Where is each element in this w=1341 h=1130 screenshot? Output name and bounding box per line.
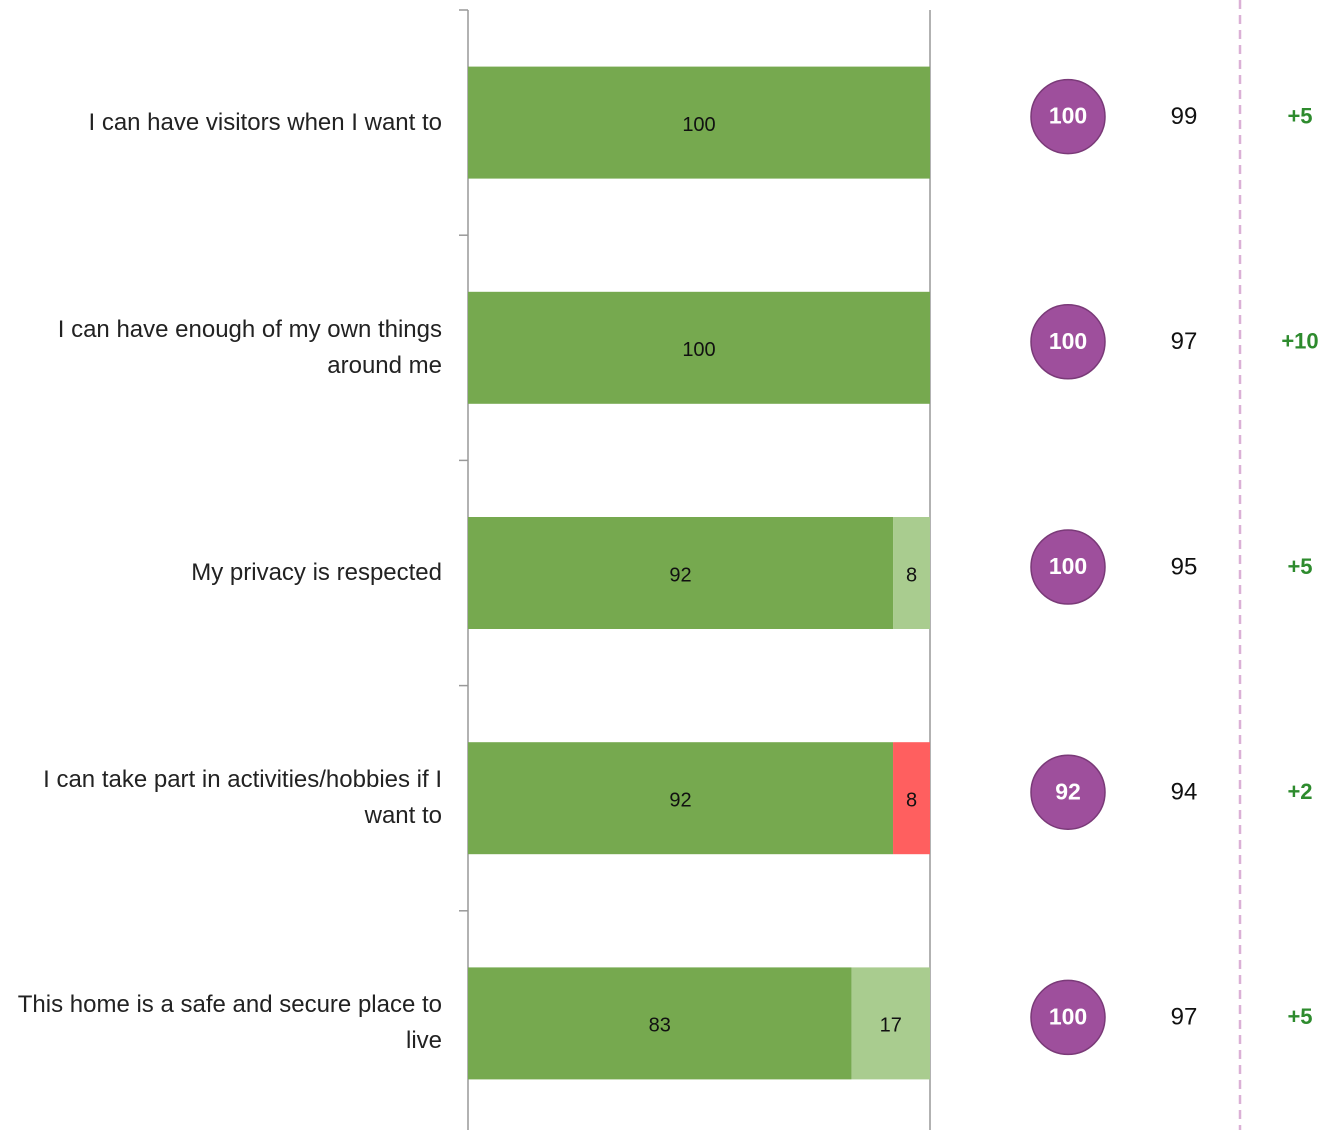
- score-circle: [1030, 78, 1106, 155]
- change-value: +5: [1287, 1004, 1312, 1029]
- bar-segment: [893, 517, 930, 629]
- bar-label: 8: [906, 789, 917, 811]
- category-label: I can take part in activities/hobbies if…: [43, 766, 442, 830]
- score-circle: [1030, 754, 1106, 830]
- score-value: 100: [1049, 328, 1087, 354]
- bar-segment: [468, 66, 930, 179]
- comparison-value: 95: [1171, 553, 1198, 580]
- change-value: +5: [1287, 554, 1312, 579]
- bar-label: 92: [669, 564, 691, 586]
- comparison-value: 94: [1171, 779, 1198, 806]
- change-value: +10: [1281, 329, 1318, 354]
- bar-label: 17: [880, 1015, 902, 1037]
- bar-segment: [468, 291, 930, 404]
- bar-label: 92: [669, 789, 691, 811]
- bar-segment: [893, 742, 930, 855]
- category-label: This home is a safe and secure place to …: [17, 991, 442, 1055]
- score-value: 92: [1055, 778, 1081, 804]
- comparison-value: 97: [1171, 328, 1198, 355]
- bar-segment: [851, 967, 930, 1080]
- score-circle: [1030, 979, 1106, 1056]
- comparison-value: 99: [1171, 103, 1198, 130]
- score-value: 100: [1049, 103, 1087, 129]
- score-value: 100: [1049, 1003, 1087, 1029]
- category-label: My privacy is respected: [191, 559, 442, 586]
- category-label: I can have enough of my own things aroun…: [57, 315, 442, 379]
- bar-label: 8: [906, 564, 917, 586]
- bar-label: 100: [682, 114, 715, 136]
- score-value: 100: [1049, 553, 1087, 579]
- score-circle: [1030, 529, 1106, 605]
- bar-label: 100: [682, 339, 715, 361]
- change-value: +2: [1287, 779, 1312, 804]
- bar-segment: [468, 742, 894, 855]
- bar-label: 83: [649, 1015, 671, 1037]
- change-value: +5: [1287, 103, 1312, 128]
- category-label: I can have visitors when I want to: [88, 108, 442, 136]
- score-circle: [1030, 304, 1106, 380]
- bar-segment: [468, 517, 894, 629]
- bar-segment: [468, 967, 852, 1080]
- comparison-value: 97: [1171, 1004, 1198, 1031]
